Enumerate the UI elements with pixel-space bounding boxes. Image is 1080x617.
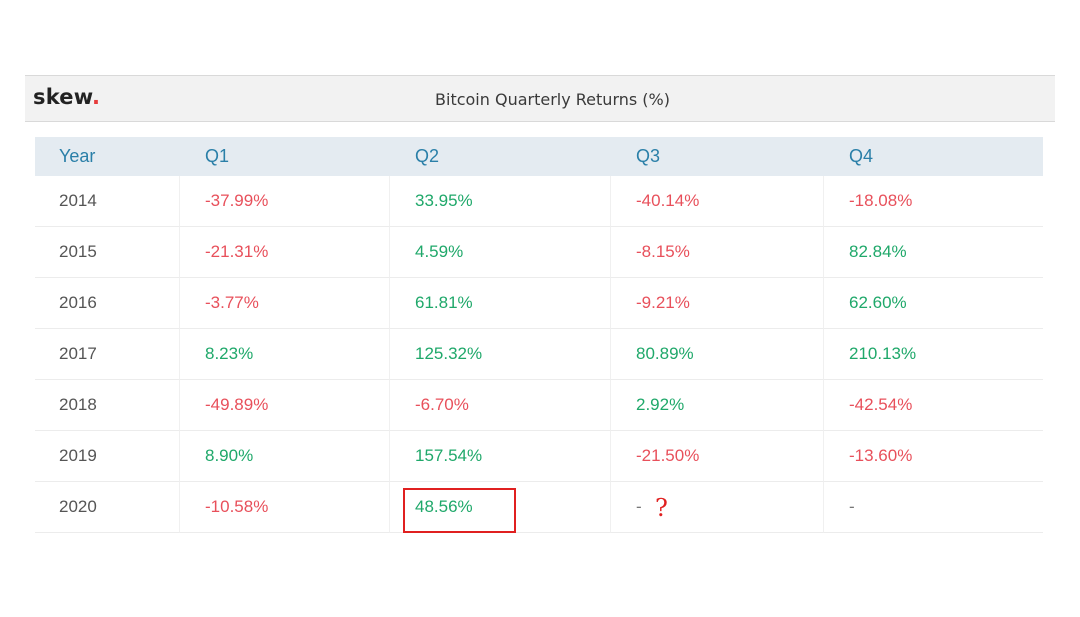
brand-name: skew: [33, 85, 93, 109]
return-cell-q3: 2.92%: [611, 380, 824, 431]
year-cell: 2020: [35, 482, 180, 533]
return-cell-q2: 125.32%: [390, 329, 611, 380]
year-cell: 2016: [35, 278, 180, 329]
return-cell-q4: 62.60%: [824, 278, 1043, 329]
year-cell: 2017: [35, 329, 180, 380]
column-header-q4: Q4: [824, 137, 1043, 176]
return-cell-q1: 8.90%: [180, 431, 390, 482]
table-row: 2017 8.23% 125.32% 80.89% 210.13%: [35, 329, 1043, 380]
return-cell-q1: -21.31%: [180, 227, 390, 278]
year-cell: 2014: [35, 176, 180, 227]
return-cell-q2: 48.56%: [390, 482, 611, 533]
return-cell-q1: 8.23%: [180, 329, 390, 380]
return-cell-q2: 33.95%: [390, 176, 611, 227]
table-row: 2018 -49.89% -6.70% 2.92% -42.54%: [35, 380, 1043, 431]
column-header-q1: Q1: [180, 137, 390, 176]
return-cell-q2: 61.81%: [390, 278, 611, 329]
column-header-year: Year: [35, 137, 180, 176]
year-cell: 2015: [35, 227, 180, 278]
table-row: 2015 -21.31% 4.59% -8.15% 82.84%: [35, 227, 1043, 278]
table-row: 2016 -3.77% 61.81% -9.21% 62.60%: [35, 278, 1043, 329]
return-cell-q2: -6.70%: [390, 380, 611, 431]
return-cell-q3: -9.21%: [611, 278, 824, 329]
table-row: 2014 -37.99% 33.95% -40.14% -18.08%: [35, 176, 1043, 227]
brand-dot: .: [92, 85, 101, 109]
return-cell-q4: -13.60%: [824, 431, 1043, 482]
table-body: 2014 -37.99% 33.95% -40.14% -18.08% 2015 -21.3…: [35, 176, 1043, 533]
table-row: 2019 8.90% 157.54% -21.50% -13.60%: [35, 431, 1043, 482]
return-cell-q1: -10.58%: [180, 482, 390, 533]
return-cell-q3: -: [611, 482, 824, 533]
return-cell-q1: -49.89%: [180, 380, 390, 431]
return-cell-q3: -40.14%: [611, 176, 824, 227]
return-cell-q1: -37.99%: [180, 176, 390, 227]
return-cell-q1: -3.77%: [180, 278, 390, 329]
return-cell-q4: -18.08%: [824, 176, 1043, 227]
return-cell-q2: 4.59%: [390, 227, 611, 278]
column-header-q3: Q3: [611, 137, 824, 176]
return-cell-q4: -42.54%: [824, 380, 1043, 431]
return-cell-q3: -8.15%: [611, 227, 824, 278]
return-cell-q4: -: [824, 482, 1043, 533]
brand-logo: skew.: [33, 85, 100, 109]
return-cell-q4: 210.13%: [824, 329, 1043, 380]
returns-table: Year Q1 Q2 Q3 Q4 2014 -37.99% 33.95% -40.14…: [35, 137, 1043, 533]
return-cell-q2: 157.54%: [390, 431, 611, 482]
chart-title: Bitcoin Quarterly Returns (%): [435, 90, 670, 109]
table-row: 2020 -10.58% 48.56% - -: [35, 482, 1043, 533]
question-mark-annotation: ?: [655, 494, 668, 522]
chart-header: skew. Bitcoin Quarterly Returns (%): [25, 75, 1055, 122]
table-header-row: Year Q1 Q2 Q3 Q4: [35, 137, 1043, 176]
return-cell-q3: -21.50%: [611, 431, 824, 482]
column-header-q2: Q2: [390, 137, 611, 176]
return-cell-q3: 80.89%: [611, 329, 824, 380]
year-cell: 2019: [35, 431, 180, 482]
return-cell-q4: 82.84%: [824, 227, 1043, 278]
year-cell: 2018: [35, 380, 180, 431]
